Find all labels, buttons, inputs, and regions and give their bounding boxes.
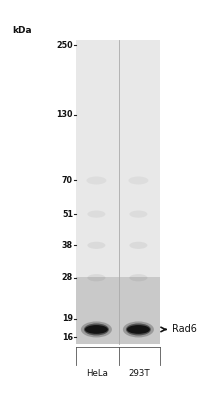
- Ellipse shape: [86, 176, 106, 184]
- Text: 16: 16: [62, 333, 73, 342]
- Ellipse shape: [123, 322, 154, 338]
- Text: 51: 51: [62, 210, 73, 218]
- Ellipse shape: [85, 325, 108, 334]
- Ellipse shape: [84, 324, 109, 336]
- Bar: [76, 40, 160, 344]
- Ellipse shape: [129, 210, 147, 218]
- Text: 38: 38: [62, 241, 73, 250]
- Ellipse shape: [126, 324, 151, 336]
- Text: Rad6: Rad6: [172, 324, 197, 334]
- Ellipse shape: [81, 322, 112, 338]
- Ellipse shape: [129, 274, 147, 281]
- Text: 70: 70: [62, 176, 73, 185]
- Ellipse shape: [87, 242, 105, 249]
- Text: 250: 250: [56, 41, 73, 50]
- Text: HeLa: HeLa: [86, 370, 108, 378]
- Ellipse shape: [87, 274, 105, 281]
- Ellipse shape: [87, 210, 105, 218]
- Text: 19: 19: [62, 314, 73, 323]
- Text: 293T: 293T: [128, 370, 150, 378]
- Ellipse shape: [129, 242, 147, 249]
- Ellipse shape: [128, 176, 148, 184]
- Text: 130: 130: [57, 110, 73, 119]
- Text: 28: 28: [62, 273, 73, 282]
- Text: kDa: kDa: [12, 26, 32, 35]
- Ellipse shape: [127, 325, 150, 334]
- Bar: [76, 277, 160, 344]
